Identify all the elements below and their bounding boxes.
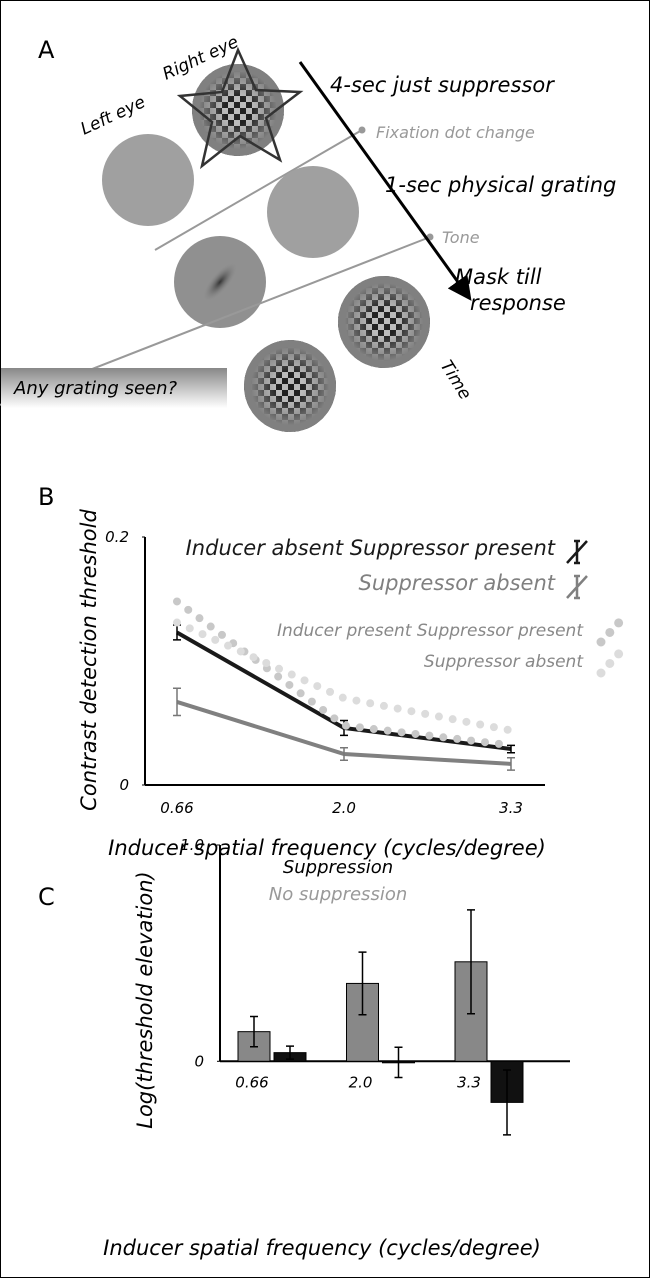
x-tick-label: 3.3	[457, 1073, 481, 1091]
legend-label: No suppression	[269, 884, 408, 905]
x-tick-label: 0.66	[235, 1073, 268, 1091]
stimulus	[338, 276, 430, 368]
legend-label: Suppressor absent	[359, 571, 556, 595]
panel-label: C	[38, 883, 55, 911]
x-axis-title: Inducer spatial frequency (cycles/degree…	[103, 1236, 541, 1260]
x-tick-label: 3.3	[499, 799, 523, 817]
panel-a: A Left eye Right eye Fixation dot change…	[0, 32, 616, 432]
stimulus	[192, 64, 284, 156]
charts: B Contrast detection threshold Inducer spa…	[38, 483, 625, 1260]
legend-label: Inducer absent Suppressor present	[186, 536, 556, 560]
legend-symbol	[601, 647, 625, 673]
panel-label: B	[38, 483, 54, 511]
step-label: response	[470, 291, 566, 315]
y-tick-label: 1.0	[180, 836, 204, 854]
legend-symbol	[567, 576, 587, 598]
step-label: 1-sec physical grating	[385, 173, 616, 197]
legend-label: Inducer present Suppressor present	[277, 621, 584, 641]
stimulus	[244, 340, 336, 432]
dot	[359, 127, 366, 134]
stimulus	[102, 134, 194, 226]
legend-label: Suppression	[283, 857, 393, 878]
legend-symbol	[567, 541, 587, 563]
x-tick-label: 0.66	[160, 799, 193, 817]
y-axis-title: Log(threshold elevation)	[133, 871, 157, 1129]
figure: A Left eye Right eye Fixation dot change…	[0, 0, 650, 1278]
panel-label: A	[38, 36, 55, 64]
y-tick-label: 0.2	[105, 528, 129, 546]
step-label: Mask till	[455, 265, 542, 289]
step-label: 4-sec just suppressor	[330, 73, 555, 97]
time-label: Time	[436, 357, 475, 403]
event-label: Fixation dot change	[376, 123, 535, 142]
event-label: Tone	[442, 228, 480, 247]
y-tick-label: 0	[194, 1052, 204, 1070]
question: Any grating seen?	[13, 378, 178, 399]
legend-symbol	[601, 616, 625, 642]
left-eye-label: Left eye	[78, 92, 149, 139]
y-tick-label: 0	[119, 776, 129, 794]
y-axis-title: Contrast detection threshold	[77, 509, 101, 811]
stimulus	[267, 166, 359, 258]
legend-label: Suppressor absent	[424, 652, 584, 672]
x-tick-label: 2.0	[349, 1073, 373, 1091]
x-tick-label: 2.0	[332, 799, 356, 817]
